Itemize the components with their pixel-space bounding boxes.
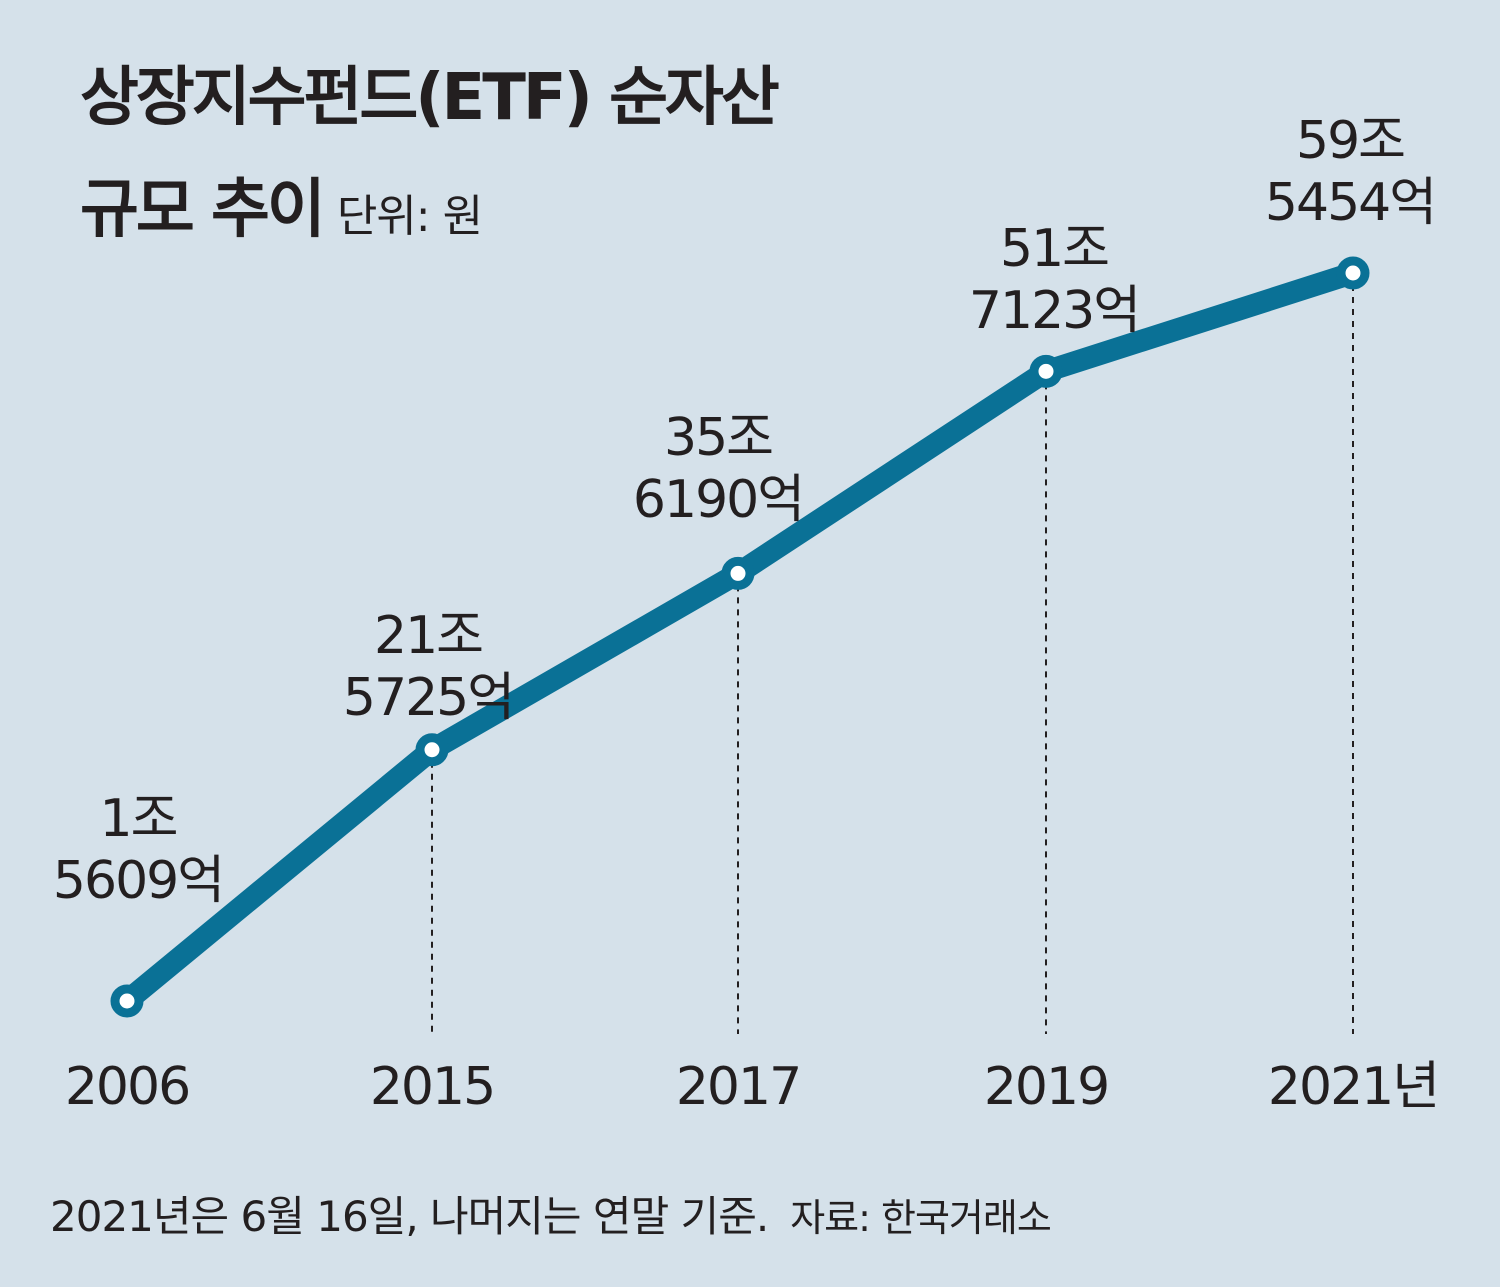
chart-title-line-2-text: 규모 추이 <box>80 173 326 247</box>
value-label-2021: 59조 5454억 <box>1265 111 1435 233</box>
value-label-2006: 1조 5609억 <box>53 789 223 911</box>
point-2019 <box>1029 354 1063 388</box>
x-tick-label-2006: 2006 <box>65 1057 189 1117</box>
value-label-2017: 35조 6190억 <box>633 408 803 530</box>
unit-label: 단위: 원 <box>336 191 483 242</box>
point-2015 <box>415 733 449 767</box>
footnote-line: 2021년은 6월 16일, 나머지는 연말 기준. 자료: 한국거래소 <box>50 1196 1052 1240</box>
chart-title-line-2: 규모 추이 단위: 원 <box>80 178 483 242</box>
x-tick-label-2017: 2017 <box>676 1057 800 1117</box>
x-tick-label-2015: 2015 <box>370 1057 494 1117</box>
point-2006 <box>110 984 144 1018</box>
series-line <box>116 262 1364 1012</box>
value-label-2019: 51조 7123억 <box>969 219 1139 341</box>
footnote-text: 2021년은 6월 16일, 나머지는 연말 기준. <box>50 1192 769 1241</box>
chart-title-line-1: 상장지수펀드(ETF) 순자산 <box>80 61 780 135</box>
x-tick-label-2021: 2021년 <box>1268 1057 1438 1117</box>
point-2021 <box>1336 256 1370 290</box>
point-2017 <box>721 556 755 590</box>
source-label: 자료: 한국거래소 <box>790 1196 1052 1240</box>
x-tick-label-2019: 2019 <box>984 1057 1108 1117</box>
value-label-2015: 21조 5725억 <box>343 606 513 728</box>
